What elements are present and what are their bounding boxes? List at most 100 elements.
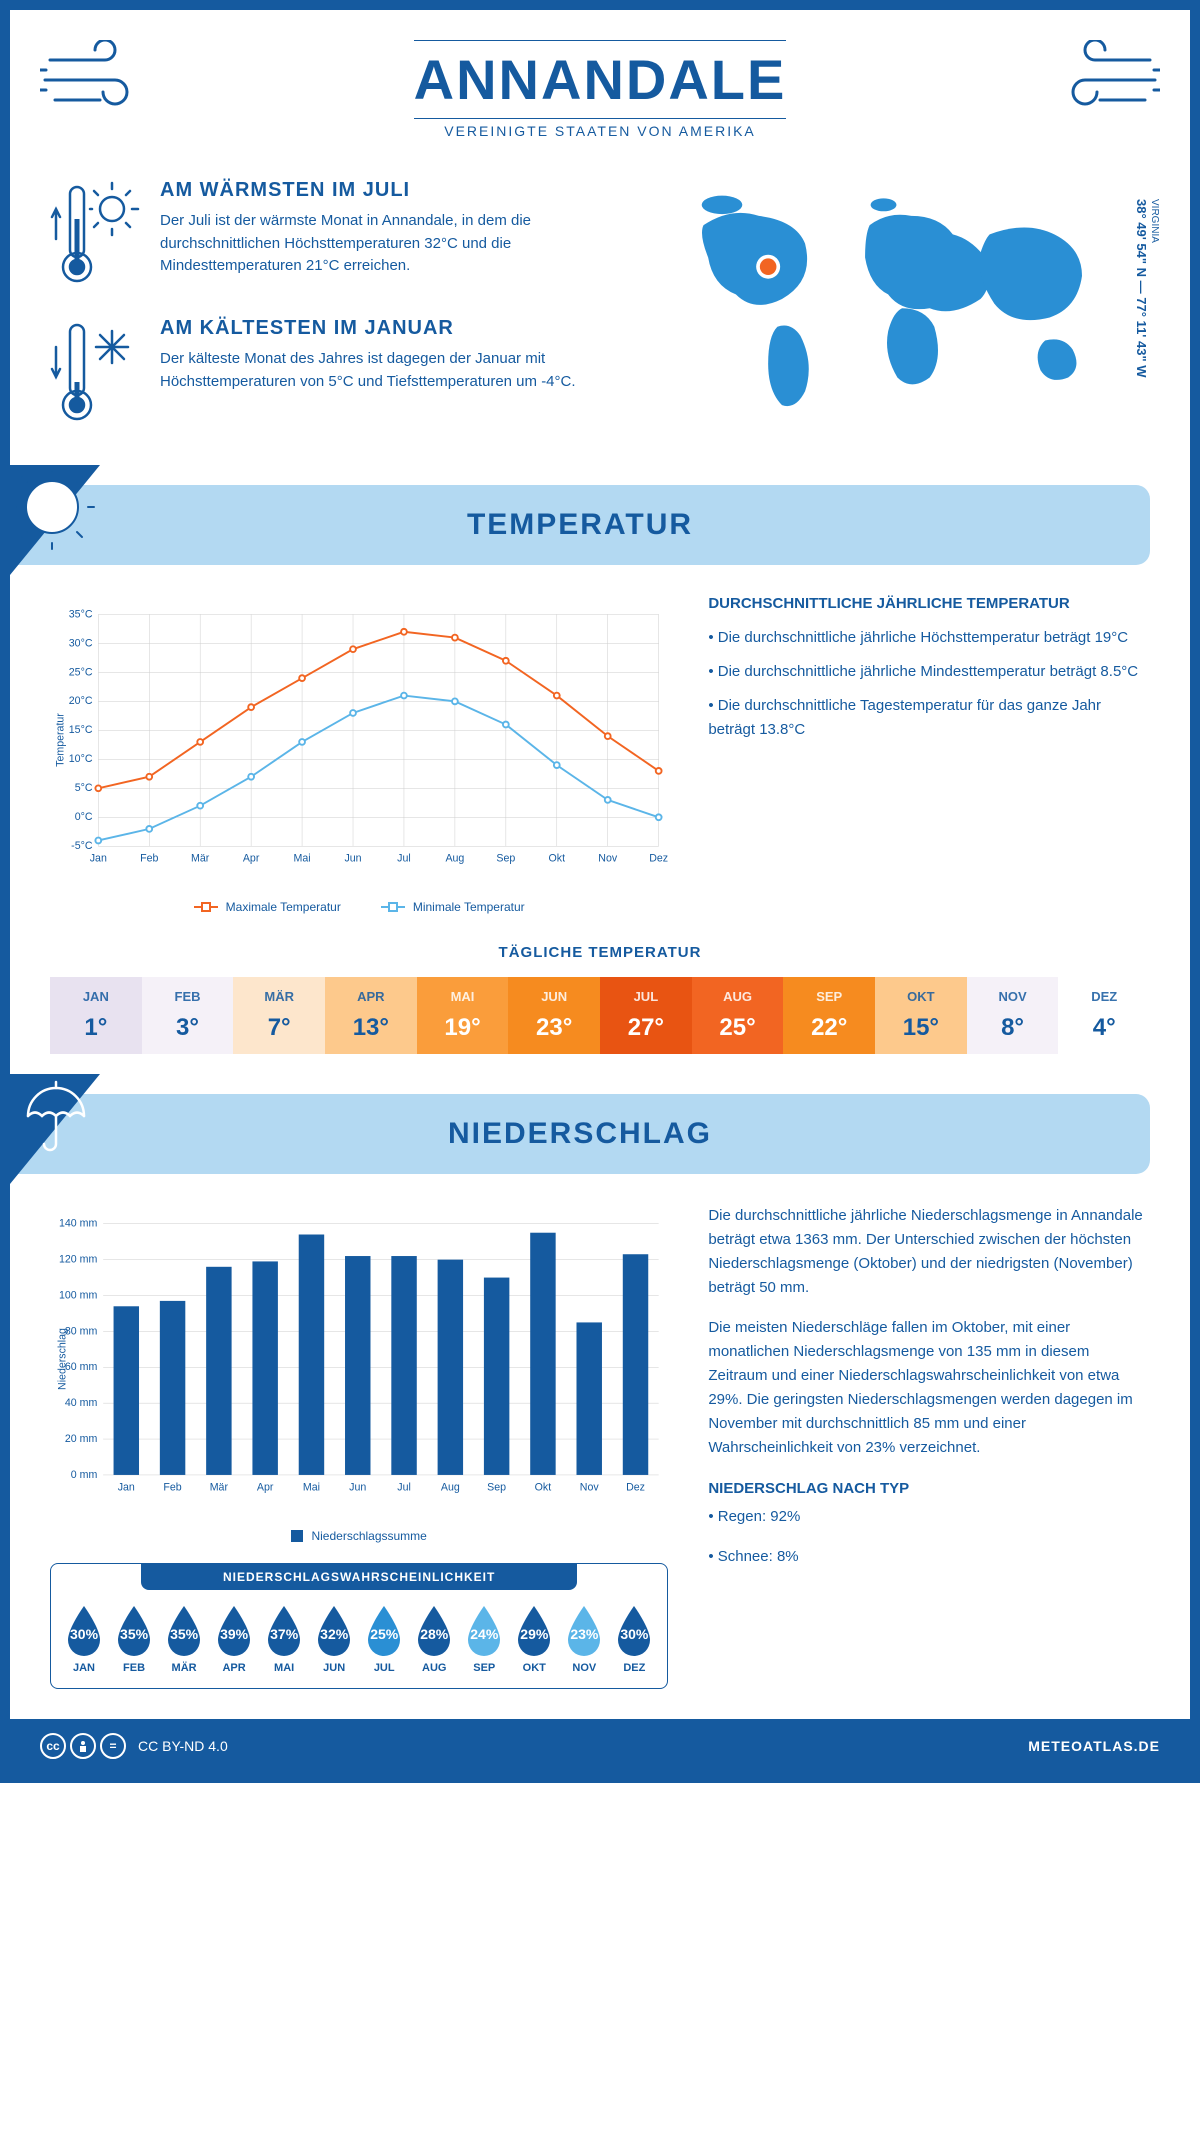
fact-cold: AM KÄLTESTEN IM JANUAR Der kälteste Mona… [50,317,605,427]
svg-text:Dez: Dez [626,1481,645,1493]
thermometer-cold-icon [50,317,140,427]
svg-text:Jul: Jul [397,853,411,865]
world-map-icon [645,179,1150,419]
temp-heading: TEMPERATUR [467,508,693,542]
temp-info-title: DURCHSCHNITTLICHE JÄHRLICHE TEMPERATUR [708,595,1150,612]
legend-precip: Niederschlagssumme [291,1529,426,1543]
svg-text:-5°C: -5°C [71,840,93,852]
svg-text:20 mm: 20 mm [65,1433,98,1445]
svg-text:40 mm: 40 mm [65,1397,98,1409]
svg-text:Okt: Okt [549,853,566,865]
svg-text:0 mm: 0 mm [71,1469,98,1481]
footer: cc = CC BY-ND 4.0 METEOATLAS.DE [10,1719,1190,1773]
svg-text:20°C: 20°C [69,695,93,707]
probability-drop: 30% JAN [61,1604,107,1674]
svg-text:Nov: Nov [580,1481,600,1493]
legend-min: .legend-item:nth-child(2) .legend-swatch… [381,900,525,914]
fact-warm-title: AM WÄRMSTEN IM JULI [160,179,605,202]
temp-legend: .legend-item:nth-child(1) .legend-swatch… [50,900,668,914]
svg-text:Mai: Mai [294,853,311,865]
probability-drop: 24% SEP [461,1604,507,1674]
precipitation-bar-chart: 0 mm20 mm40 mm60 mm80 mm100 mm120 mm140 … [50,1204,668,1514]
svg-text:Niederschlag: Niederschlag [56,1328,68,1390]
daily-temp-cell: OKT15° [875,977,967,1054]
svg-text:Sep: Sep [496,853,515,865]
daily-temp: TÄGLICHE TEMPERATUR JAN1°FEB3°MÄR7°APR13… [10,944,1190,1094]
probability-drop: 30% DEZ [611,1604,657,1674]
daily-temp-grid: JAN1°FEB3°MÄR7°APR13°MAI19°JUN23°JUL27°A… [50,977,1150,1054]
daily-temp-cell: SEP22° [783,977,875,1054]
svg-text:Apr: Apr [243,853,260,865]
precip-info: Die durchschnittliche jährliche Niedersc… [708,1204,1150,1689]
probability-box: NIEDERSCHLAGSWAHRSCHEINLICHKEIT 30% JAN … [50,1563,668,1689]
svg-text:Sep: Sep [487,1481,506,1493]
probability-drops: 30% JAN 35% FEB 35% MÄR 39% APR 37% MAI [61,1604,657,1674]
by-icon [70,1733,96,1759]
daily-temp-cell: JUN23° [508,977,600,1054]
svg-text:0°C: 0°C [75,811,93,823]
svg-text:140 mm: 140 mm [59,1218,97,1230]
daily-temp-cell: APR13° [325,977,417,1054]
precip-heading: NIEDERSCHLAG [448,1117,712,1151]
infographic-container: ANNANDALE VEREINIGTE STAATEN VON AMERIKA [0,0,1200,1783]
temp-bullet: • Die durchschnittliche Tagestemperatur … [708,694,1150,742]
thermometer-hot-icon [50,179,140,289]
precip-para: Die durchschnittliche jährliche Niedersc… [708,1204,1150,1300]
wind-icon [40,40,150,120]
svg-text:Apr: Apr [257,1481,274,1493]
probability-drop: 25% JUL [361,1604,407,1674]
precip-section: 0 mm20 mm40 mm60 mm80 mm100 mm120 mm140 … [10,1204,1190,1719]
svg-text:Aug: Aug [441,1481,460,1493]
probability-drop: 37% MAI [261,1604,307,1674]
precip-legend: Niederschlagssumme [50,1529,668,1543]
sun-icon [10,465,110,585]
daily-temp-cell: JUL27° [600,977,692,1054]
svg-text:Mai: Mai [303,1481,320,1493]
daily-temp-cell: MÄR7° [233,977,325,1054]
svg-text:Jan: Jan [118,1481,135,1493]
probability-drop: 29% OKT [511,1604,557,1674]
cc-icons: cc = [40,1733,126,1759]
svg-text:60 mm: 60 mm [65,1361,98,1373]
fact-cold-title: AM KÄLTESTEN IM JANUAR [160,317,605,340]
temp-info: DURCHSCHNITTLICHE JÄHRLICHE TEMPERATUR •… [708,595,1150,914]
precip-type-title: NIEDERSCHLAG NACH TYP [708,1480,1150,1497]
svg-text:Okt: Okt [535,1481,552,1493]
temp-section: -5°C0°C5°C10°C15°C20°C25°C30°C35°CJanFeb… [10,595,1190,944]
footer-license: cc = CC BY-ND 4.0 [40,1733,228,1759]
svg-text:80 mm: 80 mm [65,1325,98,1337]
svg-text:Jul: Jul [397,1481,411,1493]
page-title: ANNANDALE [414,40,787,119]
precip-type-item: • Schnee: 8% [708,1545,1150,1569]
svg-text:120 mm: 120 mm [59,1254,97,1266]
probability-drop: 23% NOV [561,1604,607,1674]
probability-drop: 32% JUN [311,1604,357,1674]
header: ANNANDALE VEREINIGTE STAATEN VON AMERIKA [10,10,1190,159]
fact-cold-text: Der kälteste Monat des Jahres ist dagege… [160,348,605,393]
svg-text:Mär: Mär [191,853,210,865]
svg-text:Jan: Jan [90,853,107,865]
precip-section-header: NIEDERSCHLAG [10,1094,1150,1174]
svg-text:25°C: 25°C [69,666,93,678]
svg-text:15°C: 15°C [69,724,93,736]
svg-text:Jun: Jun [349,1481,366,1493]
legend-max: .legend-item:nth-child(1) .legend-swatch… [194,900,341,914]
page-subtitle: VEREINIGTE STAATEN VON AMERIKA [30,123,1170,139]
daily-temp-cell: FEB3° [142,977,234,1054]
cc-icon: cc [40,1733,66,1759]
intro-facts: AM WÄRMSTEN IM JULI Der Juli ist der wär… [50,179,605,455]
daily-temp-cell: JAN1° [50,977,142,1054]
svg-text:30°C: 30°C [69,637,93,649]
probability-title: NIEDERSCHLAGSWAHRSCHEINLICHKEIT [141,1564,577,1590]
temperature-line-chart: -5°C0°C5°C10°C15°C20°C25°C30°C35°CJanFeb… [50,595,668,885]
temp-chart-wrap: -5°C0°C5°C10°C15°C20°C25°C30°C35°CJanFeb… [50,595,668,914]
daily-temp-cell: AUG25° [692,977,784,1054]
intro-map: VIRGINIA 38° 49' 54" N — 77° 11' 43" W [645,179,1150,455]
temp-section-header: TEMPERATUR [10,485,1150,565]
probability-drop: 39% APR [211,1604,257,1674]
temp-bullet: • Die durchschnittliche jährliche Mindes… [708,660,1150,684]
probability-drop: 35% FEB [111,1604,157,1674]
precip-para: Die meisten Niederschläge fallen im Okto… [708,1316,1150,1460]
daily-temp-cell: DEZ4° [1058,977,1150,1054]
svg-text:Dez: Dez [649,853,668,865]
